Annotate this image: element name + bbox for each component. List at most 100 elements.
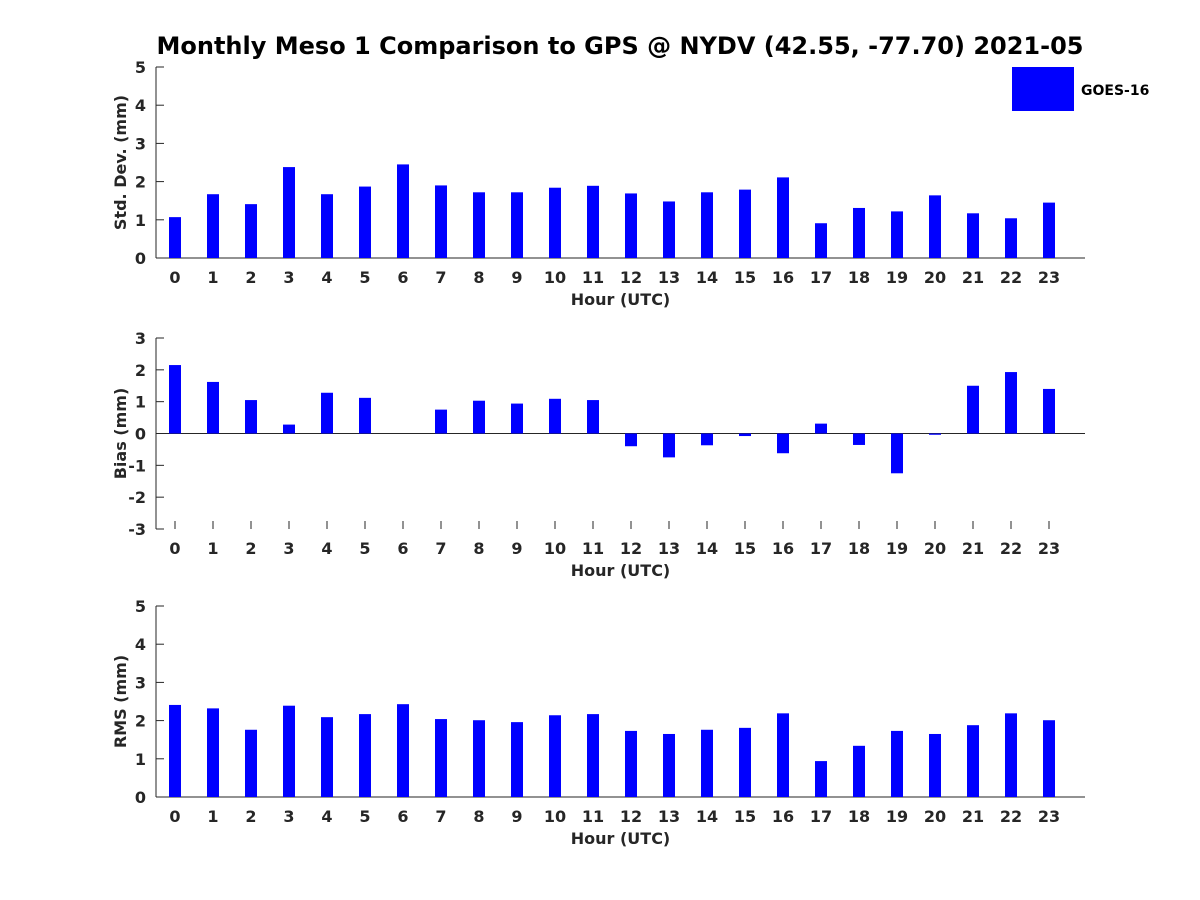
bar — [435, 719, 447, 797]
x-tick-label: 4 — [321, 539, 332, 558]
bar — [169, 365, 181, 434]
bar — [663, 733, 675, 797]
x-tick-label: 22 — [1000, 807, 1022, 826]
y-tick-label: -1 — [128, 456, 146, 475]
bar — [1005, 218, 1017, 258]
x-tick-label: 3 — [283, 268, 294, 287]
bar — [283, 167, 295, 258]
x-tick-label: 6 — [397, 539, 408, 558]
bar — [359, 714, 371, 797]
x-tick-label: 5 — [359, 807, 370, 826]
x-axis-label: Hour (UTC) — [571, 290, 671, 309]
y-tick-label: 0 — [135, 788, 146, 807]
x-tick-label: 14 — [696, 807, 718, 826]
bar — [473, 720, 485, 797]
x-tick-label: 11 — [582, 539, 604, 558]
bar — [587, 185, 599, 258]
x-tick-label: 18 — [848, 268, 870, 287]
bar — [435, 185, 447, 258]
x-tick-label: 5 — [359, 539, 370, 558]
bar — [169, 217, 181, 258]
bar — [967, 213, 979, 258]
x-tick-label: 8 — [473, 807, 484, 826]
bar — [625, 193, 637, 258]
bar — [321, 194, 333, 258]
bar — [663, 433, 675, 458]
bar — [435, 409, 447, 434]
x-tick-label: 1 — [207, 807, 218, 826]
bar — [511, 722, 523, 797]
bar — [663, 201, 675, 258]
x-tick-label: 0 — [169, 539, 180, 558]
bar — [929, 195, 941, 258]
bar — [701, 433, 713, 446]
x-tick-label: 2 — [245, 807, 256, 826]
bar — [853, 207, 865, 258]
bar — [625, 730, 637, 797]
bar — [549, 187, 561, 258]
x-tick-label: 23 — [1038, 807, 1060, 826]
bar — [549, 715, 561, 797]
x-tick-label: 8 — [473, 539, 484, 558]
x-tick-label: 21 — [962, 807, 984, 826]
x-tick-label: 15 — [734, 539, 756, 558]
x-tick-label: 22 — [1000, 268, 1022, 287]
x-tick-label: 21 — [962, 539, 984, 558]
bar — [1043, 388, 1055, 434]
x-tick-label: 18 — [848, 807, 870, 826]
x-tick-label: 17 — [810, 807, 832, 826]
x-tick-label: 12 — [620, 807, 642, 826]
x-tick-label: 10 — [544, 539, 566, 558]
y-axis-label: Bias (mm) — [111, 388, 130, 480]
x-tick-label: 2 — [245, 268, 256, 287]
bar — [777, 713, 789, 797]
legend-label: GOES-16 — [1081, 83, 1149, 99]
bar — [853, 433, 865, 445]
bar — [397, 164, 409, 258]
bar — [359, 186, 371, 258]
bar — [321, 392, 333, 434]
bar — [701, 729, 713, 797]
x-tick-label: 12 — [620, 268, 642, 287]
x-tick-label: 1 — [207, 268, 218, 287]
bar — [207, 381, 219, 434]
x-tick-label: 0 — [169, 807, 180, 826]
x-tick-label: 11 — [582, 807, 604, 826]
bar — [321, 717, 333, 797]
x-tick-label: 20 — [924, 539, 946, 558]
bar — [967, 725, 979, 797]
x-axis-label: Hour (UTC) — [571, 829, 671, 848]
x-tick-label: 15 — [734, 268, 756, 287]
bar — [891, 730, 903, 797]
bar — [549, 398, 561, 434]
bar — [1005, 372, 1017, 434]
x-tick-label: 11 — [582, 268, 604, 287]
bar — [777, 177, 789, 258]
x-tick-label: 14 — [696, 268, 718, 287]
bar — [739, 727, 751, 797]
x-tick-label: 6 — [397, 807, 408, 826]
chart-title: Monthly Meso 1 Comparison to GPS @ NYDV … — [157, 32, 1084, 60]
x-tick-label: 9 — [511, 268, 522, 287]
x-tick-label: 7 — [435, 539, 446, 558]
bar — [283, 424, 295, 434]
bar — [891, 433, 903, 474]
bar — [1005, 713, 1017, 797]
x-tick-label: 19 — [886, 539, 908, 558]
x-tick-label: 23 — [1038, 539, 1060, 558]
x-tick-label: 17 — [810, 268, 832, 287]
x-tick-label: 4 — [321, 807, 332, 826]
bar — [891, 211, 903, 258]
bar — [815, 223, 827, 258]
x-tick-label: 18 — [848, 539, 870, 558]
x-tick-label: 22 — [1000, 539, 1022, 558]
y-tick-label: 4 — [135, 96, 146, 115]
x-tick-label: 3 — [283, 807, 294, 826]
y-tick-label: 2 — [135, 361, 146, 380]
bar — [587, 714, 599, 797]
bar — [473, 400, 485, 434]
